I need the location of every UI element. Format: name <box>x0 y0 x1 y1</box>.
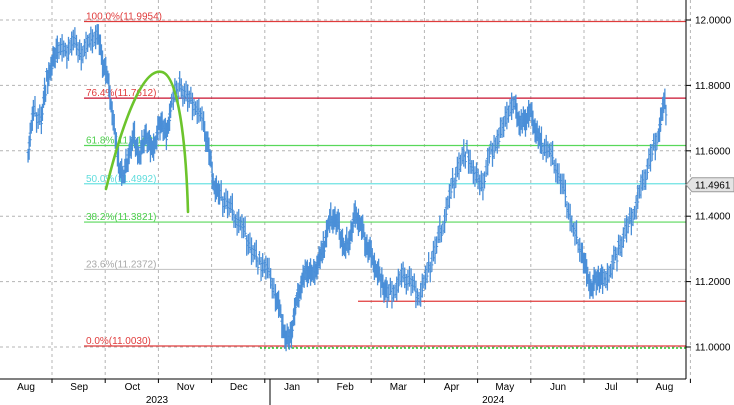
fib-level-label: 38.2%(11.3821) <box>86 212 156 223</box>
y-tick-label: 11.8000 <box>695 81 731 92</box>
fib-level-label: 23.6%(11.2372) <box>86 259 156 270</box>
plot-background <box>0 0 686 379</box>
y-tick-label: 11.0000 <box>695 343 731 354</box>
y-tick-label: 11.6000 <box>695 146 731 157</box>
x-tick-label: Aug <box>17 382 35 393</box>
y-tick-label: 11.2000 <box>695 277 731 288</box>
x-tick-label: Mar <box>390 382 408 393</box>
x-tick-label: Dec <box>230 382 248 393</box>
fib-level-label: 61.8%(11.6163) <box>86 135 156 146</box>
fib-level-label: 0.0%(11.0030) <box>86 336 151 347</box>
year-label: 2023 <box>146 395 169 405</box>
last-value-tag <box>685 177 734 193</box>
x-tick-label: Jan <box>284 382 300 393</box>
y-tick-label: 11.4000 <box>695 212 731 223</box>
last-value-label: 11.4961 <box>695 180 731 191</box>
annotation-curve <box>104 70 190 214</box>
y-tick-label: 12.0000 <box>695 16 732 27</box>
year-label: 2024 <box>482 395 505 405</box>
grid <box>0 0 691 379</box>
x-tick-label: Sep <box>70 382 88 393</box>
x-tick-label: Feb <box>337 382 355 393</box>
annotation-arc <box>104 70 190 214</box>
price-bars <box>26 24 668 352</box>
x-tick-label: Jun <box>550 382 566 393</box>
x-tick-label: Nov <box>177 382 195 393</box>
x-tick-label: Jul <box>605 382 618 393</box>
fib-level-label: 100.0%(11.9954) <box>86 12 162 23</box>
x-tick-label: May <box>495 382 514 393</box>
x-tick-label: Aug <box>656 382 674 393</box>
x-tick-label: Apr <box>444 382 460 393</box>
fib-level-label: 76.4%(11.7612) <box>86 88 156 99</box>
x-tick-label: Oct <box>125 382 141 393</box>
